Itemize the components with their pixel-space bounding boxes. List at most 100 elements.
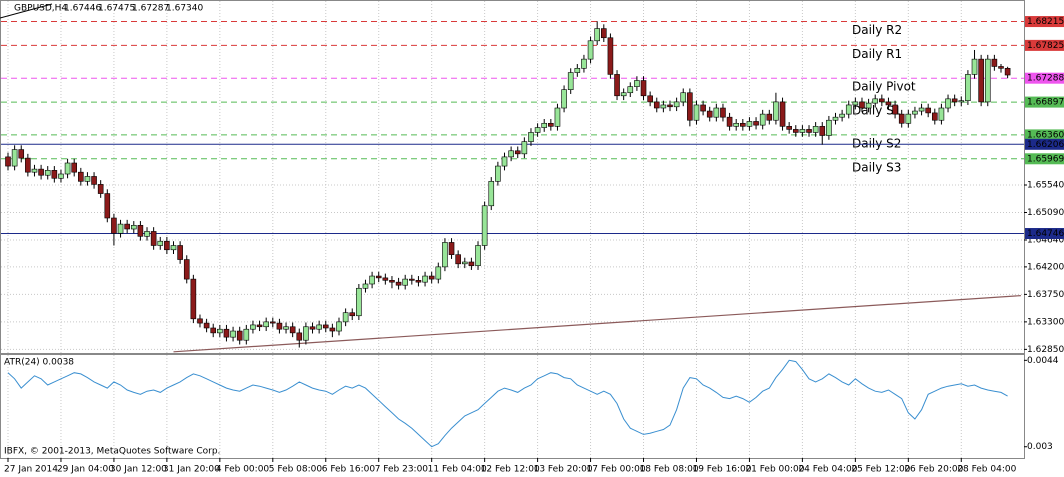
candle-body: [223, 328, 230, 338]
level-name: Daily S2: [852, 136, 901, 150]
candle-body: [554, 107, 561, 127]
candle-body: [495, 165, 501, 182]
candle-body: [905, 113, 912, 124]
candle-body: [283, 326, 289, 330]
candle-body: [607, 37, 614, 75]
candle-body: [217, 328, 223, 334]
level-price-box: [1025, 129, 1064, 141]
candle-body: [832, 116, 839, 121]
candle-body: [528, 132, 534, 142]
x-tick-label: 13 Feb 20:00: [534, 465, 593, 475]
x-tick-label: 19 Feb 16:00: [692, 465, 751, 475]
candle-body: [322, 324, 329, 329]
candle-body: [316, 324, 322, 330]
candle-body: [468, 261, 475, 266]
candle-body: [157, 240, 164, 246]
candle-body: [475, 245, 481, 266]
candle-body: [912, 110, 918, 115]
candle-body: [190, 278, 197, 320]
candle-body: [965, 74, 971, 101]
candle-body: [18, 149, 25, 159]
level-price-box: [1025, 228, 1064, 240]
candle-body: [130, 225, 137, 230]
candle-body: [746, 121, 753, 127]
candle-body: [726, 116, 733, 127]
candle-body: [117, 223, 124, 234]
candle-body: [945, 98, 951, 109]
candle-body: [614, 74, 620, 97]
candle-body: [839, 113, 845, 118]
candle-body: [925, 107, 931, 114]
level-price: 1.68215: [1027, 17, 1064, 27]
candle-body: [581, 58, 587, 69]
candle-body: [203, 322, 210, 329]
level-price: 1.66360: [1027, 130, 1064, 140]
candle-body: [415, 280, 422, 283]
candle-body: [978, 58, 984, 103]
candle-body: [38, 168, 44, 176]
candle-body: [766, 113, 773, 121]
y-tick-label: 1.65090: [1027, 208, 1064, 218]
x-tick-label: 7 Feb 23:00: [375, 465, 429, 475]
candle-body: [303, 326, 309, 341]
candle-body: [422, 275, 428, 283]
candle-body: [587, 40, 594, 60]
candle-body: [296, 332, 303, 341]
candle-body: [269, 321, 276, 324]
x-tick-label: 27 Jan 2014: [4, 465, 58, 475]
candle-body: [700, 104, 706, 112]
level-name: Daily R2: [852, 23, 902, 37]
candle-body: [183, 259, 190, 280]
level-price: 1.66897: [1027, 98, 1064, 108]
candle-body: [111, 217, 117, 234]
candle-body: [521, 141, 528, 155]
level-name: Daily R1: [852, 47, 902, 61]
candle-body: [455, 254, 461, 265]
x-tick-label: 6 Feb 16:00: [322, 465, 376, 475]
candle-body: [706, 110, 713, 118]
candle-body: [713, 107, 720, 118]
candle-body: [885, 101, 892, 106]
candle-body: [541, 122, 548, 128]
candle-body: [534, 127, 541, 133]
candle-body: [210, 327, 217, 334]
candle-body: [137, 225, 144, 237]
candle-body: [369, 275, 375, 285]
candle-body: [673, 101, 680, 108]
candle-body: [409, 278, 415, 281]
drawn-line: [0, 3, 53, 19]
candle-body: [567, 72, 574, 90]
candle-body: [799, 129, 806, 133]
candle-body: [561, 89, 567, 109]
candle-body: [51, 170, 58, 179]
candle-body: [918, 107, 925, 112]
candle-body: [488, 181, 495, 207]
candle-body: [395, 281, 402, 286]
candle-body: [720, 107, 726, 118]
x-tick-label: 25 Feb 12:00: [851, 465, 910, 475]
y-tick-label: 1.62850: [1027, 345, 1064, 355]
candle-body: [792, 129, 799, 133]
x-tick-label: 29 Jan 04:00: [57, 465, 114, 475]
candle-body: [667, 104, 673, 108]
candle-body: [402, 278, 409, 286]
indicator-tick-label: 0.0044: [1027, 356, 1059, 366]
copyright: IBFX, © 2001-2013, MetaQuotes Software C…: [4, 447, 220, 457]
candle-body: [256, 324, 263, 328]
quote-close: 1.67340: [166, 4, 203, 14]
candle-body: [826, 119, 832, 136]
x-tick-label: 28 Feb 04:00: [957, 465, 1016, 475]
candle-body: [753, 121, 759, 126]
candle-body: [984, 58, 991, 103]
candle-body: [329, 327, 336, 332]
trend-line: [173, 295, 1021, 353]
x-tick-label: 31 Jan 20:00: [163, 465, 220, 475]
candle-body: [852, 101, 859, 106]
candle-body: [64, 162, 71, 175]
indicator-line: [7, 359, 1008, 448]
candle-body: [356, 287, 362, 317]
level-price-box: [1025, 96, 1064, 108]
candle-body: [773, 101, 779, 121]
